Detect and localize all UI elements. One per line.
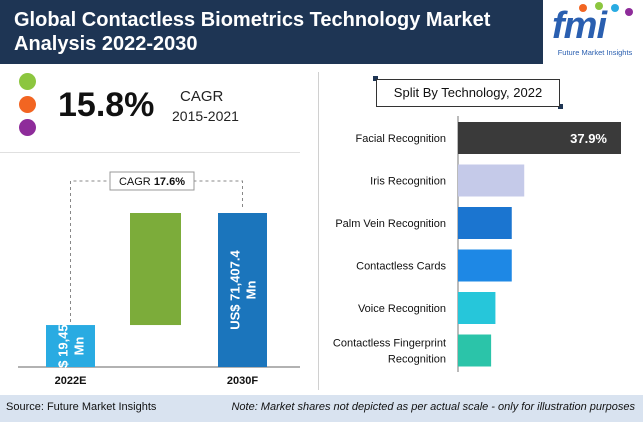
- title-corner-left: [373, 76, 378, 81]
- technology-label-2: Iris Recognition: [370, 176, 446, 188]
- share-bar-3: [458, 207, 512, 239]
- logo: fmi Future Market Insights: [543, 0, 643, 64]
- value-label-1: US$ 19,456.1Mn: [56, 306, 87, 386]
- panel-divider: [318, 72, 319, 390]
- cagr-label: CAGR: [180, 88, 224, 105]
- category-label-1: 2022E: [55, 375, 87, 387]
- technology-label-4: Contactless Cards: [356, 261, 446, 273]
- technology-label-1: Facial Recognition: [356, 133, 447, 145]
- title-corner-right: [558, 104, 563, 109]
- logo-dot-1: [579, 4, 587, 12]
- logo-dot-4: [625, 8, 633, 16]
- share-bar-4: [458, 249, 512, 282]
- value-label-2: US$ 71,407.4Mn: [228, 249, 259, 329]
- category-label-2: 2030F: [227, 375, 258, 387]
- technology-label-6-line-1: Contactless Fingerprint: [333, 338, 446, 350]
- page-title: Global Contactless Biometrics Technology…: [14, 9, 491, 55]
- logo-text: fmi: [552, 5, 607, 47]
- legend-dot-purple: [19, 119, 36, 136]
- share-value-1: 37.9%: [570, 131, 607, 146]
- logo-dot-3: [611, 4, 619, 12]
- technology-label-3: Palm Vein Recognition: [335, 218, 446, 230]
- footer-note: Note: Market shares not depicted as per …: [231, 401, 635, 413]
- header-banner: Global Contactless Biometrics Technology…: [0, 0, 643, 64]
- growth-block: [130, 213, 181, 326]
- legend-dot-green: [19, 73, 36, 90]
- cagr-annotation-box: [109, 171, 195, 191]
- technology-label-5: Voice Recognition: [358, 303, 446, 315]
- source-text: Source: Future Market Insights: [6, 401, 157, 413]
- share-bar-5: [458, 292, 496, 324]
- footer: Source: Future Market Insights Note: Mar…: [0, 395, 643, 422]
- legend-dot-orange: [19, 96, 36, 113]
- value-bar-2: [218, 213, 267, 367]
- cagr-annotation: CAGR 17.6%: [119, 176, 185, 188]
- technology-label-6-line-2: Recognition: [388, 354, 446, 366]
- share-bar-2: [458, 164, 525, 197]
- split-title: Split By Technology, 2022: [376, 79, 560, 107]
- logo-dot-2: [595, 2, 603, 10]
- share-bar-6: [458, 334, 492, 367]
- cagr-value: 15.8%: [58, 86, 155, 124]
- section-divider: [0, 152, 300, 153]
- cagr-period: 2015-2021: [172, 108, 239, 124]
- share-bar-1: [458, 122, 621, 154]
- logo-subtitle: Future Market Insights: [557, 48, 633, 57]
- value-bar-1: [46, 325, 95, 367]
